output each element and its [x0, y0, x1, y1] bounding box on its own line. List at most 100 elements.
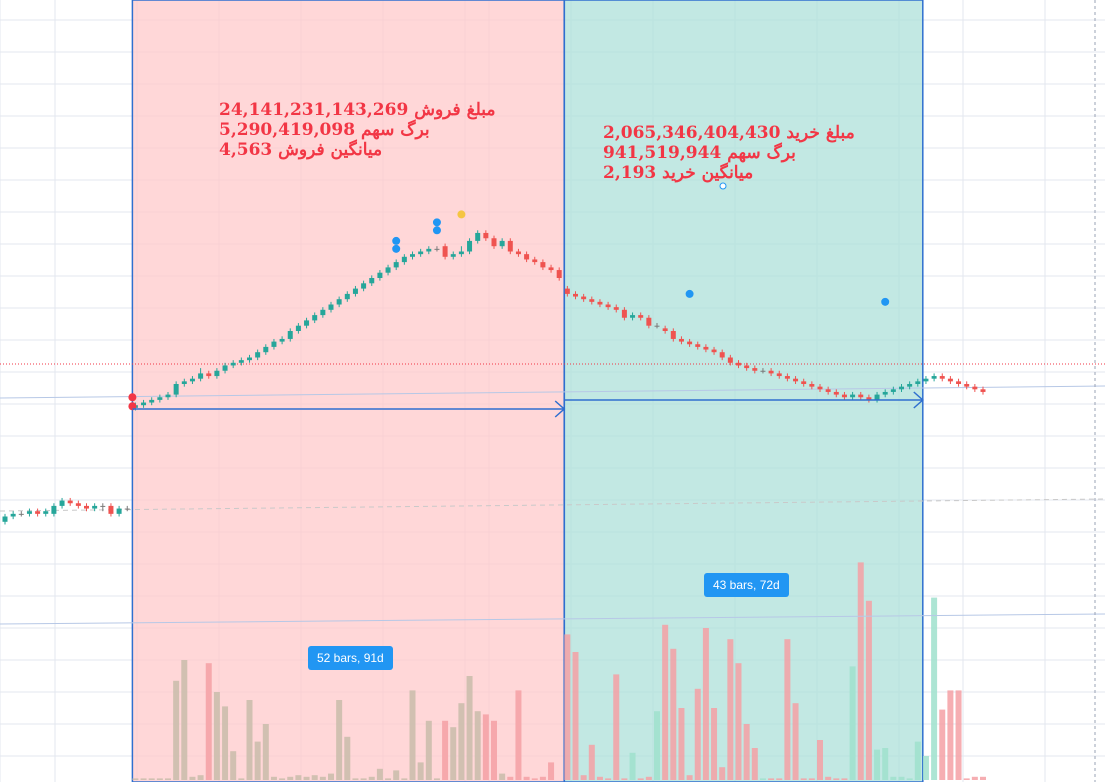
candle-body: [858, 394, 864, 398]
volume-bar: [393, 770, 400, 780]
volume-bars: [132, 562, 986, 780]
trend-line-dashed: [0, 498, 1105, 512]
volume-bar: [914, 741, 921, 780]
candle-body: [59, 500, 65, 506]
candle-body: [181, 381, 187, 384]
sell-amount: 24,141,231,143,269 مبلغ فروش: [219, 100, 496, 120]
candle-body: [369, 278, 375, 284]
volume-bar: [751, 748, 758, 780]
volume-bar: [694, 688, 701, 780]
volume-bar: [637, 778, 644, 780]
candle-body: [491, 238, 497, 247]
signal-dot-blue: [392, 244, 401, 253]
volume-bar: [311, 775, 318, 780]
volume-bar: [466, 676, 473, 780]
volume-bar: [140, 778, 147, 780]
volume-bar: [507, 776, 514, 780]
candle-body: [515, 251, 521, 255]
candle-body: [719, 352, 725, 358]
volume-bar: [458, 703, 465, 780]
candle-body: [67, 500, 73, 504]
volume-bar: [735, 663, 742, 780]
candle-body: [247, 357, 252, 361]
candle-body: [760, 370, 766, 372]
candle-body: [678, 338, 684, 342]
volume-bar: [678, 708, 685, 780]
candle-body: [287, 331, 293, 339]
volume-bar: [376, 768, 383, 780]
candle-body: [907, 384, 913, 387]
candle-body: [524, 254, 530, 260]
volume-bar: [800, 778, 807, 780]
signal-dot-yellow: [457, 210, 466, 219]
volume-bar: [564, 634, 571, 780]
volume-bar: [474, 711, 481, 780]
volume-bar: [955, 690, 962, 780]
candle-body: [393, 262, 399, 268]
volume-bar: [963, 778, 970, 780]
volume-bar: [515, 690, 522, 780]
candle-body: [43, 511, 49, 514]
candle-body: [809, 384, 815, 387]
volume-bar: [792, 703, 799, 780]
volume-bar: [156, 778, 163, 780]
candle-body: [499, 240, 505, 247]
signal-dot-blue: [685, 289, 694, 298]
candle-body: [630, 315, 636, 318]
volume-bar: [833, 778, 840, 780]
buy-amount: 2,065,346,404,430 مبلغ خرید: [603, 123, 855, 143]
volume-bar: [898, 776, 905, 780]
volume-bar: [596, 776, 603, 780]
volume-bar: [539, 776, 546, 780]
candle-body: [947, 378, 953, 382]
volume-bar: [132, 778, 139, 780]
candle-body: [312, 315, 318, 321]
candle-body: [825, 389, 831, 392]
candle-body: [377, 272, 383, 278]
candle-body: [336, 299, 342, 305]
volume-bar: [173, 680, 180, 780]
volume-bar: [702, 628, 709, 780]
candle-body: [10, 513, 16, 517]
candle-body: [2, 516, 8, 522]
volume-bar: [776, 778, 783, 780]
candle-body: [18, 513, 24, 515]
volume-bar: [890, 776, 897, 780]
candle-body: [931, 376, 937, 379]
candle-body: [687, 341, 693, 345]
anchor-handle: [719, 182, 727, 190]
candle-body: [548, 267, 554, 271]
volume-bar: [971, 776, 978, 780]
candle-body: [458, 251, 464, 255]
sell-range-badge[interactable]: 52 bars, 91d: [308, 646, 393, 670]
volume-bar: [401, 778, 408, 780]
volume-bar: [931, 597, 938, 780]
candle-body: [189, 378, 195, 382]
volume-bar: [254, 741, 261, 780]
candle-body: [654, 325, 660, 327]
candle-body: [214, 370, 220, 377]
candle-body: [711, 349, 717, 353]
volume-bar: [287, 776, 294, 780]
volume-bar: [385, 778, 392, 780]
volume-bar: [319, 776, 326, 780]
volume-bar: [719, 767, 726, 780]
signal-dot-blue: [881, 297, 890, 306]
candle-body: [51, 505, 57, 514]
volume-bar: [222, 706, 229, 780]
candle-body: [173, 384, 179, 395]
candle-body: [556, 270, 562, 278]
candle-body: [108, 505, 114, 514]
candle-body: [165, 394, 171, 398]
volume-bar: [621, 778, 628, 780]
candle-body: [92, 505, 98, 509]
volume-bar: [262, 724, 269, 780]
candle-body: [26, 511, 32, 514]
buy-range-badge[interactable]: 43 bars, 72d: [704, 573, 789, 597]
candle-body: [670, 331, 676, 339]
volume-bar: [817, 740, 823, 780]
volume-bar: [727, 639, 734, 780]
candle-body: [890, 389, 896, 392]
